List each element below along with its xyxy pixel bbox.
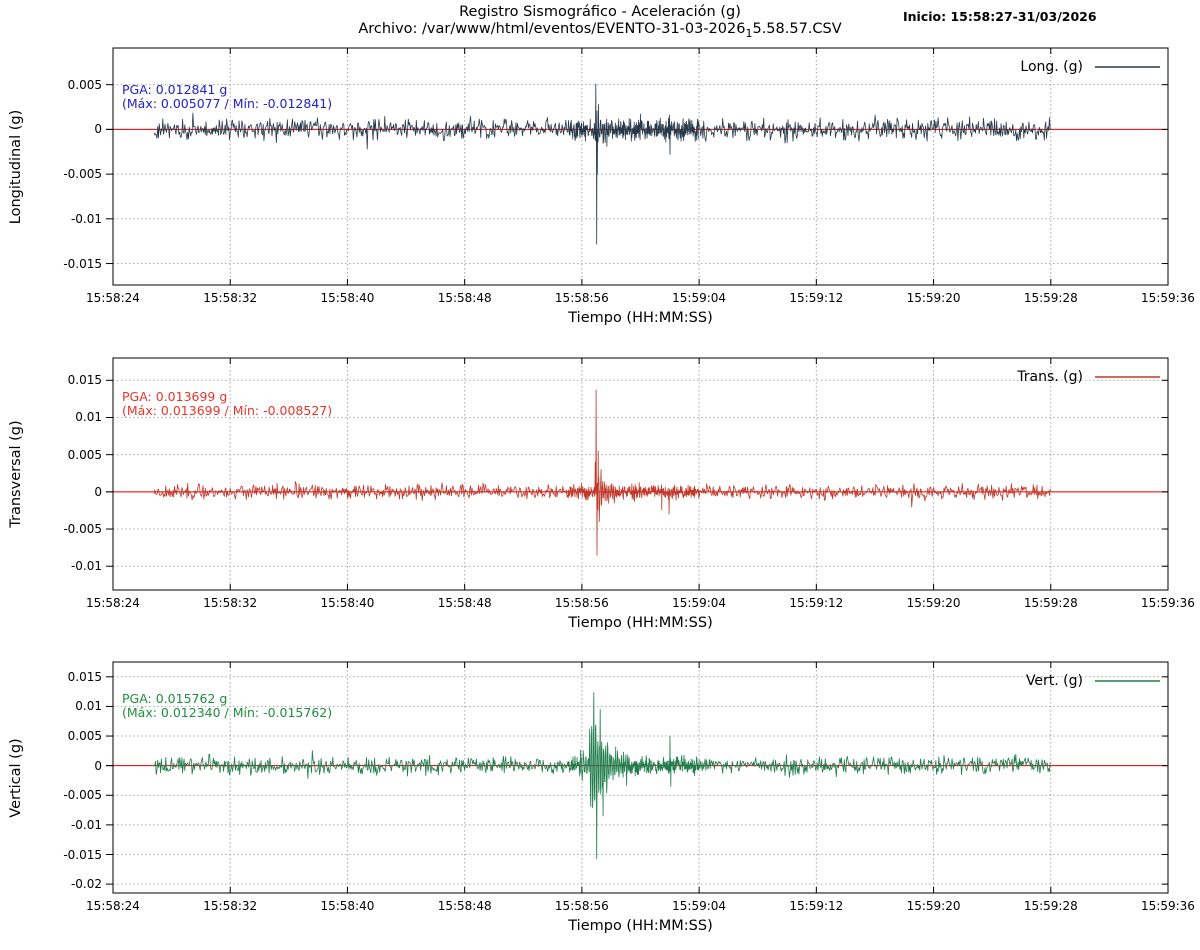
longitudinal-xtick-label: 15:58:48 xyxy=(437,291,492,305)
longitudinal-xtick-label: 15:58:32 xyxy=(203,291,258,305)
transversal-annotation-line: (Máx: 0.013699 / Mín: -0.008527) xyxy=(122,403,333,418)
transversal-trace xyxy=(153,389,1051,556)
transversal-xaxis-title: Tiempo (HH:MM:SS) xyxy=(568,615,713,631)
vertical-ytick-label: 0.015 xyxy=(67,669,102,684)
vertical-yaxis-title: Vertical (g) xyxy=(8,737,24,818)
longitudinal-xtick-label: 15:59:12 xyxy=(789,291,844,305)
transversal-ytick-label: -0.01 xyxy=(70,559,102,574)
longitudinal-xtick-label: 15:59:36 xyxy=(1141,291,1195,305)
transversal-xtick-label: 15:58:56 xyxy=(554,596,609,610)
vertical-xtick-label: 15:58:32 xyxy=(203,899,258,913)
chart-subtitle: Archivo: /var/www/html/eventos/EVENTO-31… xyxy=(0,21,1200,40)
vertical-annotation-line: (Máx: 0.012340 / Mín: -0.015762) xyxy=(122,705,333,720)
vertical-annotation-line: PGA: 0.015762 g xyxy=(122,691,228,706)
vertical-ytick-label: -0.02 xyxy=(70,877,102,892)
transversal-annotation-line: PGA: 0.013699 g xyxy=(122,389,228,404)
longitudinal-legend-label: Long. (g) xyxy=(1020,59,1083,75)
longitudinal-annotation-line: PGA: 0.012841 g xyxy=(122,82,228,97)
longitudinal-ytick-label: -0.01 xyxy=(70,211,102,226)
longitudinal-ytick-label: -0.015 xyxy=(63,256,102,271)
longitudinal-annotation-line: (Máx: 0.005077 / Mín: -0.012841) xyxy=(122,96,333,111)
transversal-legend-label: Trans. (g) xyxy=(1017,369,1083,385)
vertical-border xyxy=(112,661,1169,894)
vertical-ytick-label: 0.005 xyxy=(67,729,102,744)
vertical-xtick-label: 15:59:12 xyxy=(789,899,844,913)
vertical-ticks xyxy=(106,662,1169,893)
transversal-xtick-label: 15:59:28 xyxy=(1023,596,1078,610)
vertical-xtick-label: 15:58:56 xyxy=(554,899,609,913)
chart-title: Registro Sismográfico - Aceleración (g) xyxy=(459,4,741,20)
vertical-legend-label: Vert. (g) xyxy=(1025,673,1083,689)
longitudinal-xtick-label: 15:59:20 xyxy=(906,291,961,305)
longitudinal-xtick-label: 15:58:56 xyxy=(554,291,609,305)
vertical-ytick-label: 0 xyxy=(94,758,102,773)
transversal-ytick-label: 0 xyxy=(94,484,102,499)
transversal-xtick-label: 15:58:48 xyxy=(437,596,492,610)
longitudinal-ytick-label: 0 xyxy=(94,122,102,137)
transversal-ytick-label: 0.015 xyxy=(67,373,102,388)
vertical-xtick-label: 15:59:04 xyxy=(672,899,727,913)
vertical-ytick-label: -0.005 xyxy=(63,788,102,803)
transversal-xtick-label: 15:58:24 xyxy=(86,596,140,610)
longitudinal-ticks xyxy=(106,48,1169,285)
longitudinal-yaxis-title: Longitudinal (g) xyxy=(8,109,24,224)
file-path-subscript: 1 xyxy=(745,26,753,40)
transversal-pga-annotation: PGA: 0.013699 g (Máx: 0.013699 / Mín: -0.… xyxy=(122,390,332,418)
transversal-ytick-label: 0.01 xyxy=(75,410,102,425)
longitudinal-xtick-label: 15:59:04 xyxy=(672,291,727,305)
longitudinal-ytick-label: -0.005 xyxy=(63,167,102,182)
longitudinal-xtick-label: 15:58:40 xyxy=(320,291,375,305)
vertical-ytick-label: -0.015 xyxy=(63,847,102,862)
longitudinal-border xyxy=(112,47,1169,286)
transversal-xtick-label: 15:58:40 xyxy=(320,596,375,610)
transversal-xtick-label: 15:59:04 xyxy=(672,596,727,610)
vertical-trace xyxy=(153,692,1051,860)
vertical-pga-annotation: PGA: 0.015762 g (Máx: 0.012340 / Mín: -0.… xyxy=(122,692,332,720)
longitudinal-xaxis-title: Tiempo (HH:MM:SS) xyxy=(568,310,713,326)
longitudinal-pga-annotation: PGA: 0.012841 g (Máx: 0.005077 / Mín: -0.… xyxy=(122,83,332,111)
vertical-xtick-label: 15:58:24 xyxy=(86,899,140,913)
vertical-ytick-label: -0.01 xyxy=(70,817,102,832)
transversal-ytick-label: 0.005 xyxy=(67,447,102,462)
transversal-xtick-label: 15:59:36 xyxy=(1141,596,1195,610)
vertical-xtick-label: 15:58:40 xyxy=(320,899,375,913)
vertical-xtick-label: 15:59:20 xyxy=(906,899,961,913)
longitudinal-xtick-label: 15:58:24 xyxy=(86,291,140,305)
vertical-xtick-label: 15:59:36 xyxy=(1141,899,1195,913)
transversal-ytick-label: -0.005 xyxy=(63,522,102,537)
file-path-suffix: 5.58.57.CSV xyxy=(752,21,842,37)
transversal-xtick-label: 15:59:12 xyxy=(789,596,844,610)
start-time-label: Inicio: 15:58:27-31/03/2026 xyxy=(903,9,1097,24)
transversal-xtick-label: 15:58:32 xyxy=(203,596,258,610)
transversal-border xyxy=(112,357,1169,591)
file-path-prefix: Archivo: /var/www/html/eventos/EVENTO-31… xyxy=(358,21,746,37)
longitudinal-ytick-label: 0.005 xyxy=(67,77,102,92)
vertical-ytick-label: 0.01 xyxy=(75,699,102,714)
longitudinal-trace xyxy=(153,83,1051,245)
transversal-xtick-label: 15:59:20 xyxy=(906,596,961,610)
vertical-xtick-label: 15:59:28 xyxy=(1023,899,1078,913)
longitudinal-xtick-label: 15:59:28 xyxy=(1023,291,1078,305)
transversal-ticks xyxy=(106,358,1169,590)
vertical-xtick-label: 15:58:48 xyxy=(437,899,492,913)
transversal-yaxis-title: Transversal (g) xyxy=(8,420,24,528)
vertical-xaxis-title: Tiempo (HH:MM:SS) xyxy=(568,918,713,934)
